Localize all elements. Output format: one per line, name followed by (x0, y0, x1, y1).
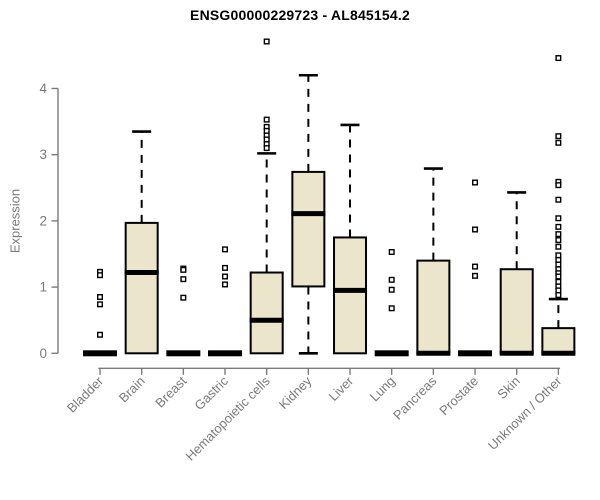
box (291, 170, 326, 288)
outlier-point (222, 246, 229, 253)
box (249, 271, 284, 355)
outlier-point (180, 266, 187, 273)
chart-title: ENSG00000229723 - AL845154.2 (190, 7, 410, 23)
outlier-point (263, 116, 270, 123)
x-tick-label: Brain (116, 373, 148, 405)
outlier-point (263, 136, 270, 143)
outlier-point (472, 272, 479, 279)
degenerate-box (83, 350, 117, 357)
outlier-point (263, 38, 270, 45)
outlier-point (555, 278, 562, 285)
outlier-point (555, 237, 562, 244)
outlier-point (180, 276, 187, 283)
outlier-point (388, 276, 395, 283)
outlier-point (222, 264, 229, 271)
x-tick-label: Gastric (191, 373, 231, 413)
outlier-point (96, 331, 103, 338)
outlier-point (555, 55, 562, 62)
outlier-point (555, 292, 562, 299)
x-tick-label: Prostate (436, 373, 481, 418)
outlier-point (222, 281, 229, 288)
degenerate-box (374, 350, 409, 357)
x-tick-label: Skin (494, 373, 522, 401)
x-tick-label: Unknown / Other (485, 373, 565, 453)
y-tick-label: 1 (39, 280, 47, 295)
outlier-point (388, 286, 395, 293)
outlier-point (180, 294, 187, 301)
outlier-point (222, 273, 229, 280)
degenerate-box (458, 350, 493, 357)
outlier-point (388, 249, 395, 256)
outlier-point (555, 261, 562, 268)
outlier-point (555, 252, 562, 259)
outlier-point (96, 294, 103, 301)
outlier-point (555, 256, 562, 263)
x-tick-label: Liver (326, 373, 357, 404)
outlier-point (555, 243, 562, 250)
box (499, 268, 534, 355)
outlier-point (555, 196, 562, 203)
outlier-point (555, 182, 562, 189)
degenerate-box (166, 350, 201, 357)
box (416, 259, 451, 355)
outlier-point (555, 133, 562, 140)
degenerate-box (208, 350, 243, 357)
y-tick-label: 3 (39, 147, 47, 162)
x-tick-label: Kidney (276, 373, 315, 412)
box (124, 221, 159, 355)
outlier-point (555, 139, 562, 146)
outlier-point (555, 215, 562, 222)
outlier-point (555, 287, 562, 294)
y-tick-label: 2 (39, 213, 47, 228)
outlier-point (96, 301, 103, 308)
y-tick-label: 4 (39, 81, 47, 96)
outlier-point (388, 305, 395, 312)
outlier-point (472, 179, 479, 186)
box (541, 327, 576, 355)
outlier-point (472, 263, 479, 270)
outlier-point (555, 273, 562, 280)
outlier-point (555, 231, 562, 238)
outlier-point (96, 272, 103, 279)
y-tick-label: 0 (39, 346, 47, 361)
x-tick-label: Breast (152, 373, 189, 410)
outlier-point (555, 223, 562, 230)
x-tick-label: Pancreas (390, 373, 440, 423)
x-tick-label: Lung (367, 373, 398, 404)
outlier-point (263, 127, 270, 134)
outlier-point (263, 145, 270, 152)
outlier-point (472, 226, 479, 233)
box (333, 236, 368, 355)
x-tick-label: Bladder (64, 373, 107, 416)
